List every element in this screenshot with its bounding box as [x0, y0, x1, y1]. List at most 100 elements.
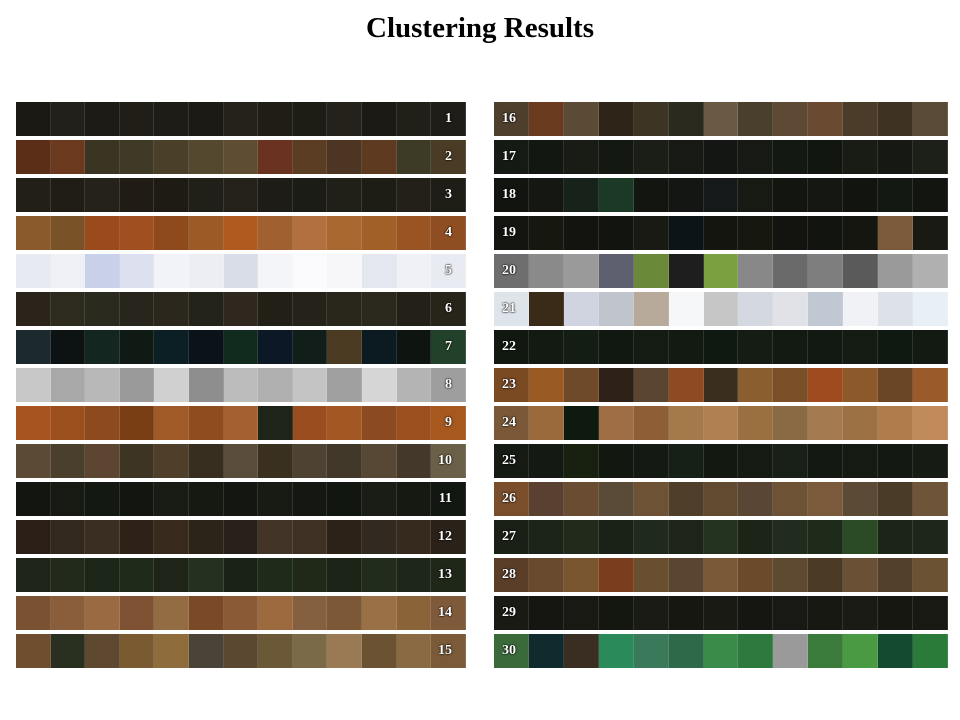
satellite-image-tile [913, 216, 948, 250]
satellite-image-tile [396, 368, 432, 402]
satellite-image-tile [154, 254, 190, 288]
satellite-image-tile [808, 444, 844, 478]
cluster-panel-left: 1 2 3 4 5 6 7 8 9 10 11 12 13 14 15 [16, 102, 466, 672]
satellite-image-tile [258, 140, 293, 174]
satellite-image-tile [773, 444, 809, 478]
satellite-image-tile [119, 292, 155, 326]
satellite-image-tile [154, 368, 190, 402]
satellite-image-tile [119, 140, 155, 174]
satellite-image-tile [703, 634, 739, 668]
satellite-image-tile [223, 406, 259, 440]
satellite-image-tile [396, 520, 432, 554]
satellite-image-tile [563, 596, 599, 630]
satellite-image-tile [738, 216, 774, 250]
cluster-panel-right: 16 17 18 19 20 21 22 23 24 25 26 27 28 29 30 [494, 102, 948, 672]
satellite-image-tile [633, 254, 669, 288]
cluster-row: 12 [16, 520, 466, 554]
satellite-image-tile [431, 596, 466, 630]
satellite-image-tile [85, 140, 120, 174]
satellite-image-tile [598, 330, 634, 364]
satellite-image-tile [563, 330, 599, 364]
satellite-image-tile [808, 482, 844, 516]
satellite-image-tile [16, 330, 51, 364]
satellite-image-tile [85, 254, 120, 288]
satellite-image-tile [119, 482, 155, 516]
satellite-image-tile [396, 596, 432, 630]
satellite-image-tile [703, 330, 739, 364]
satellite-image-tile [494, 596, 529, 630]
satellite-image-tile [396, 178, 432, 212]
satellite-image-tile [154, 178, 190, 212]
satellite-image-tile [703, 406, 739, 440]
satellite-image-tile [633, 330, 669, 364]
satellite-image-tile [223, 596, 259, 630]
satellite-image-tile [773, 292, 809, 326]
cluster-row: 11 [16, 482, 466, 516]
satellite-image-tile [703, 368, 739, 402]
satellite-image-tile [598, 368, 634, 402]
satellite-image-tile [85, 368, 120, 402]
satellite-image-tile [913, 254, 948, 288]
satellite-image-tile [773, 406, 809, 440]
satellite-image-tile [362, 216, 397, 250]
satellite-image-tile [327, 292, 363, 326]
satellite-image-tile [327, 140, 363, 174]
cluster-row: 8 [16, 368, 466, 402]
satellite-image-tile [878, 140, 914, 174]
satellite-image-tile [738, 102, 774, 136]
cluster-row: 21 [494, 292, 948, 326]
satellite-image-tile [738, 596, 774, 630]
satellite-image-tile [292, 292, 328, 326]
satellite-image-tile [808, 140, 844, 174]
satellite-image-tile [223, 292, 259, 326]
satellite-image-tile [431, 368, 466, 402]
cluster-row: 24 [494, 406, 948, 440]
satellite-image-tile [738, 406, 774, 440]
satellite-image-tile [494, 292, 529, 326]
satellite-image-tile [223, 482, 259, 516]
satellite-image-tile [913, 596, 948, 630]
satellite-image-tile [633, 216, 669, 250]
satellite-image-tile [878, 444, 914, 478]
satellite-image-tile [362, 444, 397, 478]
satellite-image-tile [878, 482, 914, 516]
satellite-image-tile [327, 520, 363, 554]
satellite-image-tile [50, 254, 86, 288]
satellite-image-tile [258, 482, 293, 516]
satellite-image-tile [563, 634, 599, 668]
satellite-image-tile [85, 634, 120, 668]
cluster-row: 7 [16, 330, 466, 364]
satellite-image-tile [362, 140, 397, 174]
satellite-image-tile [362, 558, 397, 592]
cluster-row: 4 [16, 216, 466, 250]
satellite-image-tile [431, 406, 466, 440]
satellite-image-tile [189, 140, 224, 174]
satellite-image-tile [16, 102, 51, 136]
satellite-image-tile [563, 178, 599, 212]
satellite-image-tile [85, 596, 120, 630]
satellite-image-tile [223, 634, 259, 668]
satellite-image-tile [50, 102, 86, 136]
satellite-image-tile [808, 102, 844, 136]
satellite-image-tile [327, 216, 363, 250]
satellite-image-tile [738, 254, 774, 288]
cluster-row: 20 [494, 254, 948, 288]
satellite-image-tile [16, 292, 51, 326]
satellite-image-tile [913, 178, 948, 212]
satellite-image-tile [878, 292, 914, 326]
satellite-image-tile [668, 520, 704, 554]
satellite-image-tile [223, 558, 259, 592]
satellite-image-tile [362, 102, 397, 136]
figure-title: Clustering Results [366, 12, 594, 44]
satellite-image-tile [292, 254, 328, 288]
satellite-image-tile [494, 520, 529, 554]
cluster-row: 25 [494, 444, 948, 478]
satellite-image-tile [598, 178, 634, 212]
satellite-image-tile [843, 634, 879, 668]
satellite-image-tile [292, 634, 328, 668]
satellite-image-tile [668, 254, 704, 288]
satellite-image-tile [189, 102, 224, 136]
satellite-image-tile [878, 596, 914, 630]
satellite-image-tile [773, 596, 809, 630]
satellite-image-tile [494, 406, 529, 440]
